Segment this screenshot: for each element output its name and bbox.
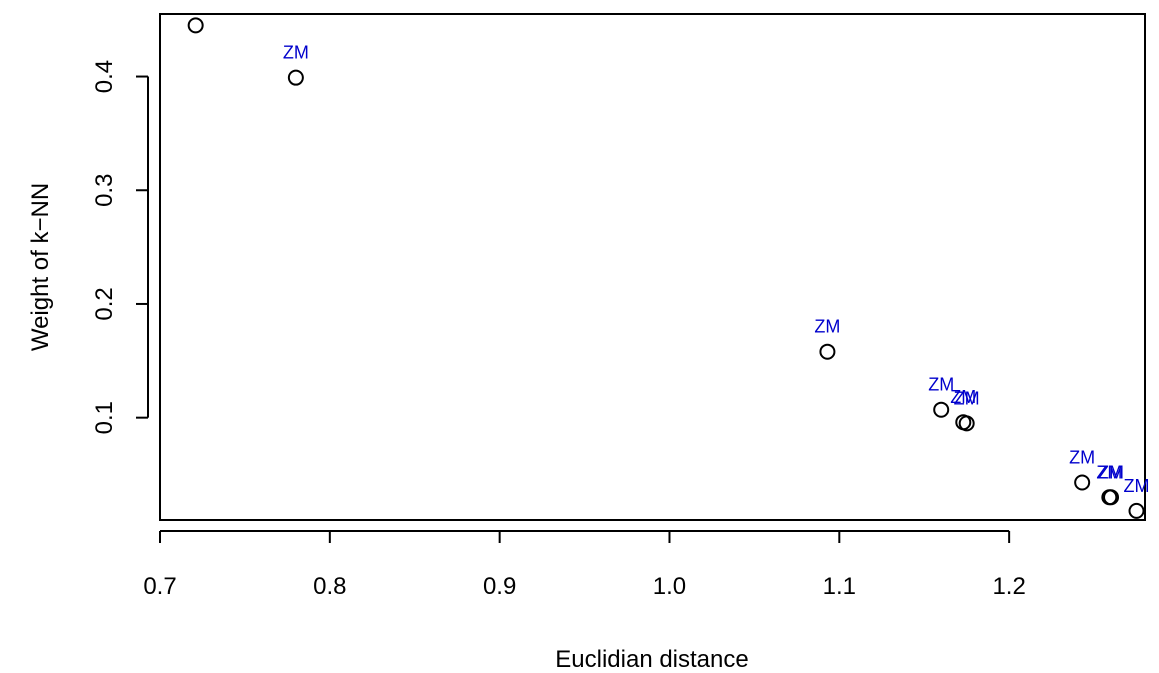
point-label: ZM — [814, 317, 840, 337]
x-tick-label: 0.8 — [313, 573, 346, 600]
data-point — [1128, 502, 1145, 519]
y-axis-title: Weight of k−NN — [27, 183, 54, 351]
x-tick-label: 1.2 — [992, 573, 1025, 600]
data-point — [1103, 489, 1120, 506]
y-tick-label: 0.1 — [91, 401, 118, 434]
data-point — [933, 401, 950, 418]
y-tick-label: 0.3 — [91, 174, 118, 207]
y-tick-label: 0.4 — [91, 60, 118, 93]
point-label: ZM — [1098, 462, 1124, 482]
data-point — [819, 343, 836, 360]
x-tick-label: 1.1 — [823, 573, 856, 600]
plot-frame — [159, 13, 1146, 521]
point-label: ZM — [1069, 447, 1095, 467]
y-tick-label: 0.2 — [91, 287, 118, 320]
point-label: ZM — [928, 375, 954, 395]
y-axis: 0.1 0.2 0.3 0.4 — [91, 60, 149, 434]
data-points — [187, 17, 1145, 519]
x-tick-label: 0.7 — [143, 573, 176, 600]
x-axis: 0.7 0.8 0.9 1.0 1.1 1.2 — [143, 530, 1026, 600]
data-point — [1074, 474, 1091, 491]
x-tick-label: 0.9 — [483, 573, 516, 600]
data-point — [958, 415, 975, 432]
data-point — [187, 17, 204, 34]
x-tick-label: 1.0 — [653, 573, 686, 600]
point-label: ZM — [1124, 476, 1150, 496]
point-label: ZM — [954, 388, 980, 408]
point-label: ZM — [283, 43, 309, 63]
point-label: ZM — [1096, 462, 1122, 482]
point-label: ZM — [950, 387, 976, 407]
data-point — [287, 69, 304, 86]
x-axis-title: Euclidian distance — [555, 646, 748, 673]
